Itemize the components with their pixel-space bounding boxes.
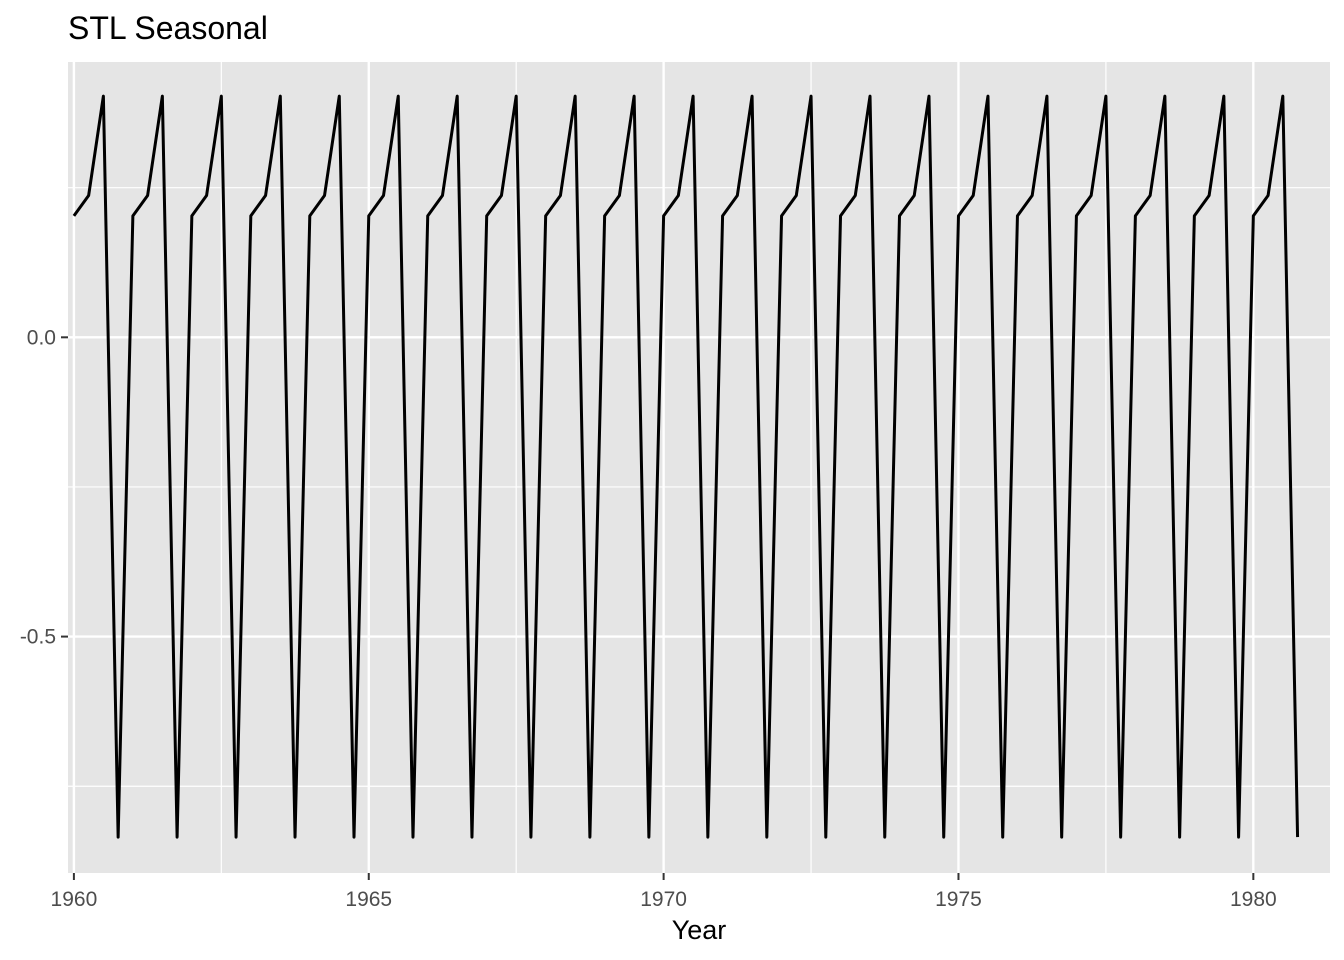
x-tick-label: 1975	[935, 888, 982, 911]
x-axis: 1960 1965 1970 1975 1980	[51, 873, 1277, 911]
series-layer	[72, 94, 1300, 839]
x-tick-label: 1960	[51, 888, 98, 911]
x-axis-title: Year	[672, 915, 727, 945]
x-tick-label: 1980	[1230, 888, 1277, 911]
x-tick-label: 1965	[345, 888, 392, 911]
grid-minor	[68, 62, 1330, 873]
grid-major	[68, 62, 1330, 873]
chart-title: STL Seasonal	[68, 10, 268, 46]
y-axis: 0.0 -0.5	[20, 326, 68, 649]
x-tick-label: 1970	[640, 888, 687, 911]
seasonal-series-line	[72, 94, 1300, 839]
y-tick-label: 0.0	[27, 326, 56, 349]
y-tick-label: -0.5	[20, 626, 56, 649]
